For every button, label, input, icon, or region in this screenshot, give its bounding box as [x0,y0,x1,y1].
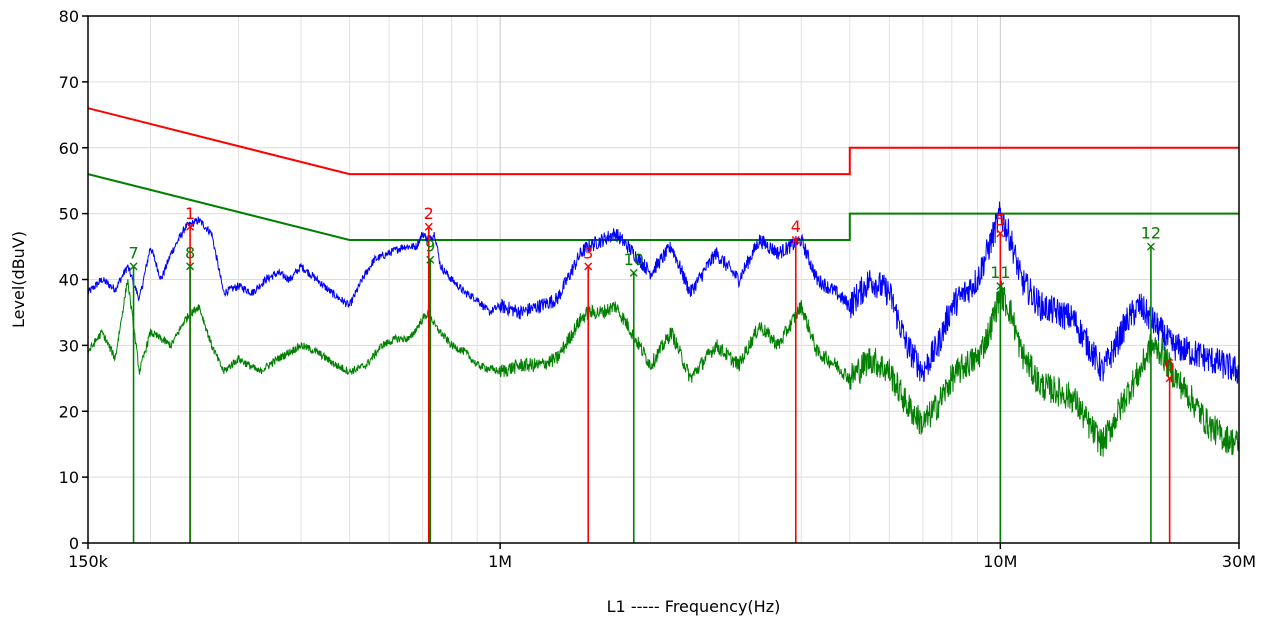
marker-label: 1 [185,204,195,223]
marker-x [996,282,1005,291]
marker-x [996,229,1005,238]
series-group [87,201,1240,457]
marker-label: 2 [424,204,434,223]
y-tick-label: 80 [59,7,79,26]
marker-x [1165,374,1174,383]
grid [88,15,1240,544]
marker-label: 12 [1141,224,1161,243]
y-tick-label: 70 [59,73,79,92]
marker-x [424,222,433,231]
marker-x [186,222,195,231]
series-line [87,279,1240,457]
x-tick-label: 1M [488,552,512,571]
marker-label: 7 [128,243,138,262]
marker-x [584,262,593,271]
y-tick-label: 0 [69,534,79,553]
x-axis-label: L1 ----- Frequency(Hz) [607,597,781,616]
marker-label: 11 [990,263,1010,282]
marker-label: 3 [583,243,593,262]
marker-label: 4 [791,217,801,236]
marker-x [629,268,638,277]
marker-x [129,262,138,271]
limit-lines [87,107,1239,241]
marker-label: 10 [624,250,644,269]
marker-x [426,255,435,264]
y-tick-label: 10 [59,468,79,487]
marker-label: 5 [995,210,1005,229]
y-axis-label: Level(dBuV) [9,231,28,328]
y-tick-label: 60 [59,139,79,158]
marker-label: 6 [1165,355,1175,374]
y-tick-label: 40 [59,271,79,290]
axes: 0 10 20 30 40 50 60 70 80 150k 1M 10M 30M [59,7,1256,571]
x-tick-label: 30M [1222,552,1256,571]
marker-x [791,235,800,244]
marker-x [1146,242,1155,251]
limit-line [87,173,1239,241]
limit-line [87,107,1239,176]
series-line [87,201,1240,384]
marker-label: 9 [425,237,435,256]
y-tick-label: 20 [59,402,79,421]
marker-x [186,262,195,271]
y-tick-label: 50 [59,205,79,224]
x-tick-label: 10M [983,552,1017,571]
marker-label: 8 [185,243,195,262]
x-tick-label: 150k [68,552,109,571]
y-tick-label: 30 [59,336,79,355]
